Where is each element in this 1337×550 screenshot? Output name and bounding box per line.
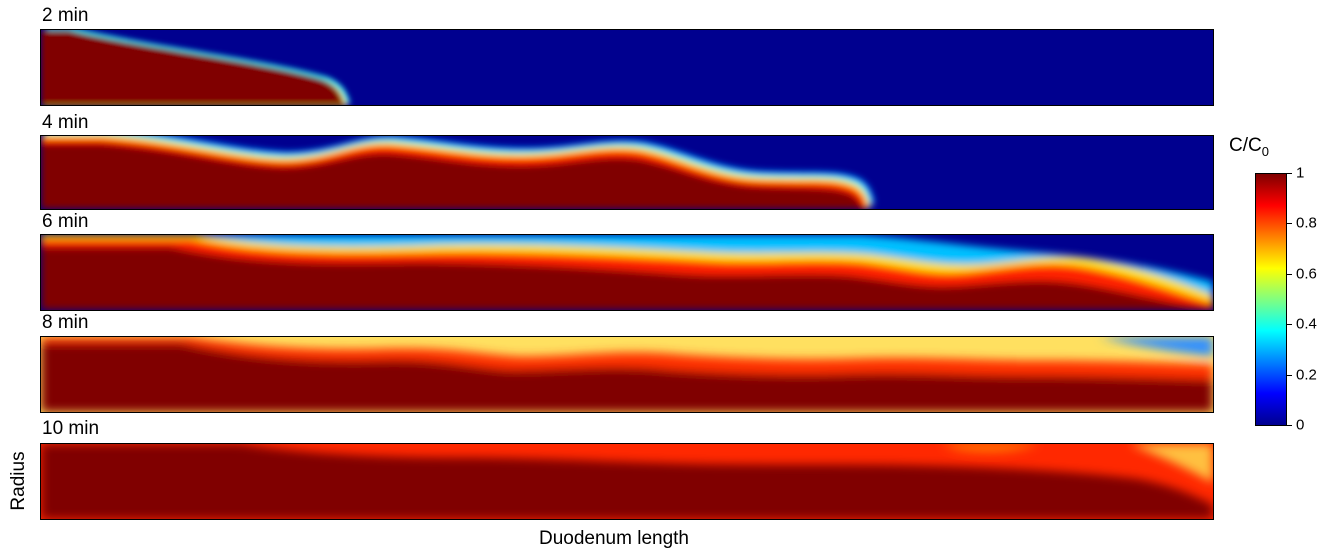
colorbar-tick-mark — [1287, 173, 1292, 174]
colorbar-tick-label: 0.2 — [1296, 366, 1317, 384]
colorbar-tick-mark — [1287, 273, 1292, 275]
colorbar-tick-label: 0 — [1296, 416, 1305, 434]
colorbar-tick-mark — [1287, 374, 1292, 376]
concentration-panel-6min — [40, 234, 1214, 311]
colorbar-tick-label: 0.8 — [1296, 214, 1317, 232]
colorbar-tick-label: 1 — [1296, 164, 1305, 182]
concentration-panel-10min — [40, 443, 1214, 520]
y-axis-label: Radius — [8, 451, 29, 511]
panel-label-10min: 10 min — [42, 418, 100, 439]
panel-label-4min: 4 min — [42, 112, 89, 133]
concentration-panel-8min — [40, 336, 1214, 413]
colorbar — [1255, 173, 1287, 426]
colorbar-tick-mark — [1287, 324, 1292, 326]
concentration-panel-4min — [40, 135, 1214, 210]
colorbar-tick-mark — [1287, 223, 1292, 225]
panel-label-8min: 8 min — [42, 312, 89, 333]
x-axis-label: Duodenum length — [539, 528, 689, 549]
colorbar-title-main: C/C — [1229, 135, 1262, 156]
panel-label-2min: 2 min — [42, 5, 89, 26]
concentration-panel-2min — [40, 29, 1214, 106]
colorbar-tick-label: 0.6 — [1296, 265, 1317, 283]
colorbar-title-sub: 0 — [1261, 144, 1269, 159]
colorbar-tick-label: 0.4 — [1296, 315, 1317, 333]
colorbar-title: C/C0 — [1229, 135, 1269, 159]
panel-label-6min: 6 min — [42, 211, 89, 232]
colorbar-tick-mark — [1287, 425, 1292, 426]
